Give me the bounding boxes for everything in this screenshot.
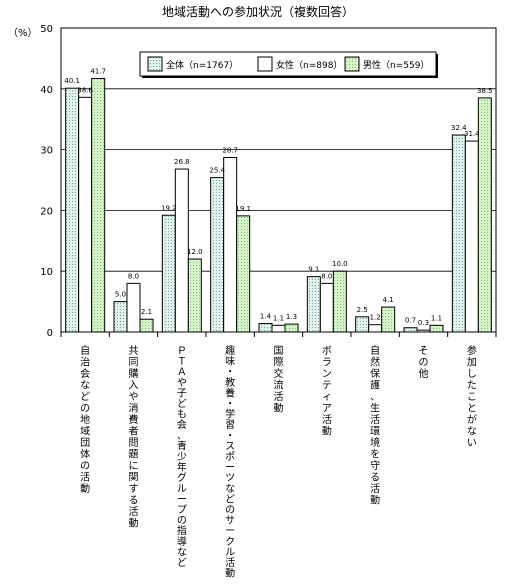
bar-female [319,282,334,333]
bar-male [91,77,106,333]
x-category-label: 自治会などの地域団体の活動 [80,344,90,495]
data-label: 32.4 [451,124,467,132]
bar-female [223,157,238,333]
bar-overall [113,301,128,333]
bar-male [477,97,492,333]
x-category-label: ボランティア活動 [322,345,332,438]
bar-male [332,270,347,333]
data-label: 8.0 [128,272,139,280]
x-category-label: 参加したことがない [467,344,477,449]
bar-male [187,258,202,333]
data-label: 38.6 [77,86,93,94]
bar-male [284,323,299,333]
y-tick-label: 20 [40,206,53,217]
y-tick-label: 0 [47,328,53,339]
y-tick-label: 50 [40,24,53,35]
data-label: 8.0 [321,272,332,280]
x-category-label: ＰＴＡや子ども会、青少年グループの指導など [177,346,187,569]
chart-title: 地域活動への参加状況（複数回答） [162,4,354,19]
legend-label: 全体（n=1767） [166,59,238,71]
legend-swatch-overall [147,56,163,72]
legend-box [139,51,437,77]
data-label: 0.7 [405,317,416,325]
bar-overall [451,134,466,333]
bar-female [464,140,479,333]
data-label: 12.0 [187,248,203,256]
data-label: 26.8 [174,158,190,166]
data-label: 9.1 [308,266,319,274]
legend-swatch-male [344,56,360,72]
plot-frame [60,27,497,333]
data-label: 1.2 [370,314,381,322]
bar-male [236,215,251,333]
legend: 全体（n=1767） 女性（n=898） 男性（n=559） [139,51,438,78]
data-label: 1.1 [431,314,442,322]
bar-overall [161,214,176,333]
x-category-label: 自然保護、生活環境を守る活動 [370,344,380,507]
data-label: 10.0 [332,260,348,268]
data-label: 41.7 [90,67,106,75]
y-tick-label: 30 [40,146,53,157]
bar-male [381,306,396,333]
x-category-label: 共同購入や消費者問題に関する活動 [129,345,139,530]
y-tick-label: 40 [40,85,53,96]
bar-female [271,324,286,333]
data-label: 19.1 [235,205,251,213]
bar-overall [355,316,370,333]
bar-overall [210,177,225,333]
bar-overall [306,276,321,333]
bar-male [139,318,154,333]
bar-female [126,282,141,333]
data-label: 2.1 [141,308,152,316]
bar-male [429,324,444,333]
data-label: 28.7 [222,147,238,155]
x-category-label: 国際交流活動 [274,345,284,415]
bar-overall [258,322,273,333]
data-label: 31.4 [464,130,480,138]
legend-swatch-female [257,56,273,72]
data-label: 19.2 [161,204,177,212]
y-axis-label: （%） [8,27,38,39]
bar-overall [403,327,418,333]
data-label: 1.3 [286,313,297,321]
data-label: 4.1 [383,296,394,304]
data-label: 38.5 [477,87,493,95]
bar-overall [65,87,80,333]
data-label: 0.3 [418,319,429,327]
data-label: 2.5 [357,306,368,314]
legend-label: 女性（n=898） [276,59,342,71]
data-label: 5.0 [115,291,126,299]
bar-female [368,324,383,333]
y-tick-label: 10 [40,267,53,278]
x-category-label: その他 [419,345,429,380]
data-label: 40.1 [64,77,80,85]
data-label: 25.4 [209,167,225,175]
data-label: 1.1 [273,314,284,322]
x-category-label: 趣味・教養・学習・スポーツなどのサークル活動 [225,344,235,580]
data-label: 1.4 [260,312,272,320]
legend-label: 男性（n=559） [363,59,429,71]
bar-female [78,96,93,333]
